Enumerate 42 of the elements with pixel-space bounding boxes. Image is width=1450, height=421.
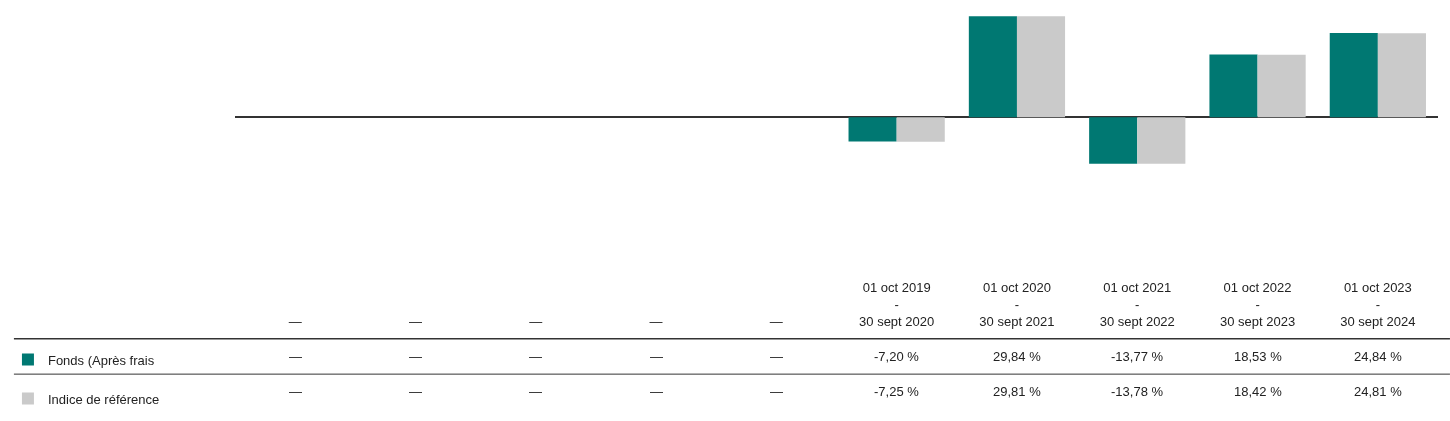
text: —: [529, 349, 542, 364]
text: —: [289, 349, 302, 364]
data-label: 18,53 %: [1234, 349, 1283, 364]
bar: [1016, 16, 1066, 118]
data-label: 24,84 %: [1354, 349, 1403, 364]
bar: [1257, 54, 1306, 118]
x-tick-label: —: [649, 313, 663, 329]
text: —: [770, 349, 783, 364]
data-label: -13,77 %: [1111, 349, 1164, 364]
x-tick-label: —: [529, 313, 543, 329]
legend-label: Indice de référence: [47, 391, 160, 407]
x-tick-label: —: [408, 313, 422, 329]
x-tick-label: 01 oct 2019 - 30 sept 2020: [859, 280, 935, 329]
text: —: [409, 349, 422, 364]
data-label: 24,81 %: [1354, 384, 1403, 399]
data-label: 18,42 %: [1234, 384, 1283, 399]
x-tick-label: 01 oct 2023 - 30 sept 2024: [1340, 280, 1416, 329]
text: —: [529, 384, 542, 399]
bar: [896, 117, 945, 142]
bar: [1209, 54, 1258, 118]
data-label: 29,81 %: [993, 384, 1042, 399]
text: —: [650, 384, 663, 399]
text: —: [650, 349, 663, 364]
bar: [848, 117, 897, 142]
bar: [1137, 117, 1186, 164]
data-label: 29,84 %: [993, 349, 1042, 364]
data-label: -7,25 %: [874, 384, 920, 399]
legend-label: Fonds (Après frais: [47, 352, 155, 368]
data-label: -13,78 %: [1111, 384, 1164, 399]
x-tick-label: 01 oct 2020 - 30 sept 2021: [979, 280, 1055, 329]
text: —: [409, 384, 422, 399]
text: —: [289, 384, 302, 399]
bar: [1377, 33, 1426, 118]
bar: [1089, 117, 1138, 164]
x-tick-label: —: [769, 313, 783, 329]
bar: [1329, 33, 1378, 118]
x-tick-label: —: [288, 313, 302, 329]
x-tick-label: 01 oct 2021 - 30 sept 2022: [1099, 280, 1175, 329]
text: —: [770, 384, 783, 399]
x-tick-label: 01 oct 2022 - 30 sept 2023: [1219, 280, 1296, 329]
data-label: -7,20 %: [874, 349, 920, 364]
bar: [968, 16, 1017, 118]
